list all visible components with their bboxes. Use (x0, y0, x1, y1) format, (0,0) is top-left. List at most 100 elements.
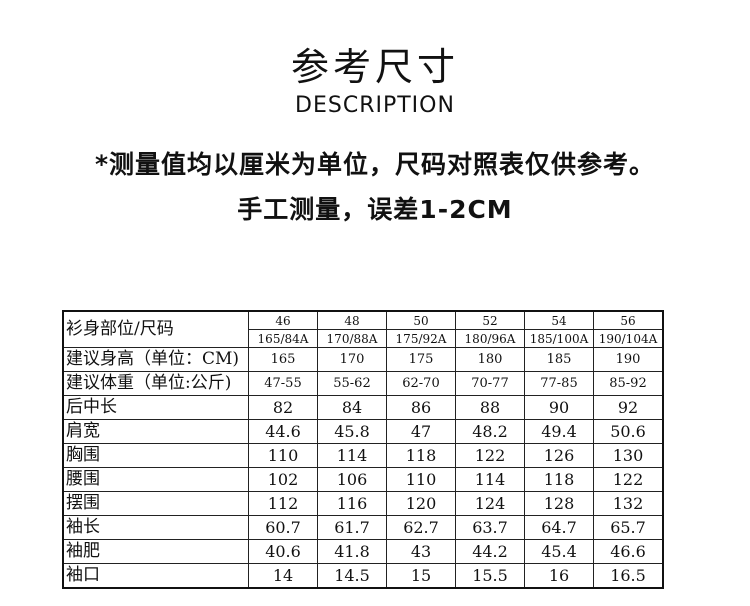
table-cell: 118 (524, 467, 594, 492)
error-note: 手工测量，误差1-2CM (237, 195, 513, 224)
table-cell: 165 (248, 347, 318, 372)
table-cell: 82 (248, 395, 318, 420)
size-header: 50 (386, 310, 456, 330)
row-label: 胸围 (62, 443, 249, 468)
table-cell: 122 (593, 467, 664, 492)
table-row: 建议身高（单位：CM) 165 170 175 180 185 190 (62, 347, 664, 372)
table-cell: 132 (593, 491, 664, 516)
measurement-note: *测量值均以厘米为单位，尺码对照表仅供参考。 (94, 150, 656, 179)
table-cell: 55-62 (317, 371, 387, 396)
table-cell: 61.7 (317, 515, 387, 540)
table-cell: 84 (317, 395, 387, 420)
table-cell: 122 (455, 443, 525, 468)
table-cell: 112 (248, 491, 318, 516)
table-cell: 15.5 (455, 563, 525, 589)
table-cell: 102 (248, 467, 318, 492)
table-row: 袖口 14 14.5 15 15.5 16 16.5 (62, 563, 664, 589)
table-cell: 175 (386, 347, 456, 372)
table-cell: 92 (593, 395, 664, 420)
size-header: 52 (455, 310, 525, 330)
table-cell: 77-85 (524, 371, 594, 396)
table-cell: 130 (593, 443, 664, 468)
table-cell: 88 (455, 395, 525, 420)
table-row: 肩宽 44.6 45.8 47 48.2 49.4 50.6 (62, 419, 664, 444)
row-label: 摆围 (62, 491, 249, 516)
row-label: 袖口 (62, 563, 249, 589)
table-cell: 47 (386, 419, 456, 444)
row-label: 腰围 (62, 467, 249, 492)
table-cell: 14 (248, 563, 318, 589)
row-label: 肩宽 (62, 419, 249, 444)
table-cell: 86 (386, 395, 456, 420)
size-header: 46 (248, 310, 318, 330)
table-cell: 185 (524, 347, 594, 372)
table-row: 袖长 60.7 61.7 62.7 63.7 64.7 65.7 (62, 515, 664, 540)
table-row: 胸围 110 114 118 122 126 130 (62, 443, 664, 468)
table-cell: 16.5 (593, 563, 664, 589)
table-cell: 64.7 (524, 515, 594, 540)
table-cell: 110 (386, 467, 456, 492)
table-cell: 190 (593, 347, 664, 372)
page-title: 参考尺寸 (290, 45, 459, 89)
size-header: 48 (317, 310, 387, 330)
table-cell: 124 (455, 491, 525, 516)
spec-header-row: 165/84A 170/88A 175/92A 180/96A 185/100A 190/… (63, 329, 664, 348)
table-cell: 170 (317, 347, 387, 372)
table-cell: 62.7 (386, 515, 456, 540)
corner-header: 衫身部位/尺码 (62, 310, 249, 348)
table-cell: 45.8 (317, 419, 387, 444)
size-header: 56 (593, 310, 664, 330)
spec-header: 165/84A (248, 329, 318, 348)
table-cell: 114 (455, 467, 525, 492)
table-cell: 45.4 (524, 539, 594, 564)
table-cell: 47-55 (248, 371, 318, 396)
table-cell: 90 (524, 395, 594, 420)
table-row: 建议体重（单位:公斤) 47-55 55-62 62-70 70-77 77-85 85-9… (62, 371, 664, 396)
table-cell: 16 (524, 563, 594, 589)
table-cell: 128 (524, 491, 594, 516)
table-cell: 70-77 (455, 371, 525, 396)
table-row: 后中长 82 84 86 88 90 92 (62, 395, 664, 420)
table-cell: 43 (386, 539, 456, 564)
table-cell: 62-70 (386, 371, 456, 396)
table-cell: 49.4 (524, 419, 594, 444)
table-cell: 116 (317, 491, 387, 516)
table-cell: 65.7 (593, 515, 664, 540)
spec-header: 190/104A (593, 329, 664, 348)
size-chart-table: 衫身部位/尺码 46 48 50 52 54 56 165/84A 170/88A 175/9… (62, 310, 664, 589)
table-cell: 46.6 (593, 539, 664, 564)
table-row: 袖肥 40.6 41.8 43 44.2 45.4 46.6 (62, 539, 664, 564)
row-label: 袖长 (62, 515, 249, 540)
size-header: 54 (524, 310, 594, 330)
table-cell: 126 (524, 443, 594, 468)
table-cell: 180 (455, 347, 525, 372)
table-cell: 44.2 (455, 539, 525, 564)
spec-header: 175/92A (386, 329, 456, 348)
table-cell: 50.6 (593, 419, 664, 444)
spec-header: 180/96A (455, 329, 525, 348)
table-cell: 40.6 (248, 539, 318, 564)
table-cell: 41.8 (317, 539, 387, 564)
spec-header: 185/100A (524, 329, 594, 348)
table-cell: 120 (386, 491, 456, 516)
table-cell: 14.5 (317, 563, 387, 589)
table-cell: 106 (317, 467, 387, 492)
table-cell: 15 (386, 563, 456, 589)
table-cell: 114 (317, 443, 387, 468)
row-label: 袖肥 (62, 539, 249, 564)
row-label: 后中长 (62, 395, 249, 420)
table-cell: 60.7 (248, 515, 318, 540)
table-cell: 118 (386, 443, 456, 468)
table-cell: 48.2 (455, 419, 525, 444)
table-cell: 110 (248, 443, 318, 468)
row-label: 建议体重（单位:公斤) (62, 371, 249, 396)
table-cell: 44.6 (248, 419, 318, 444)
size-header-row: 衫身部位/尺码 46 48 50 52 54 56 (62, 310, 664, 348)
page-subtitle: DESCRIPTION (295, 93, 455, 118)
table-cell: 85-92 (593, 371, 664, 396)
spec-header: 170/88A (317, 329, 387, 348)
row-label: 建议身高（单位：CM) (62, 347, 249, 372)
table-row: 腰围 102 106 110 114 118 122 (62, 467, 664, 492)
table-row: 摆围 112 116 120 124 128 132 (62, 491, 664, 516)
table-cell: 63.7 (455, 515, 525, 540)
